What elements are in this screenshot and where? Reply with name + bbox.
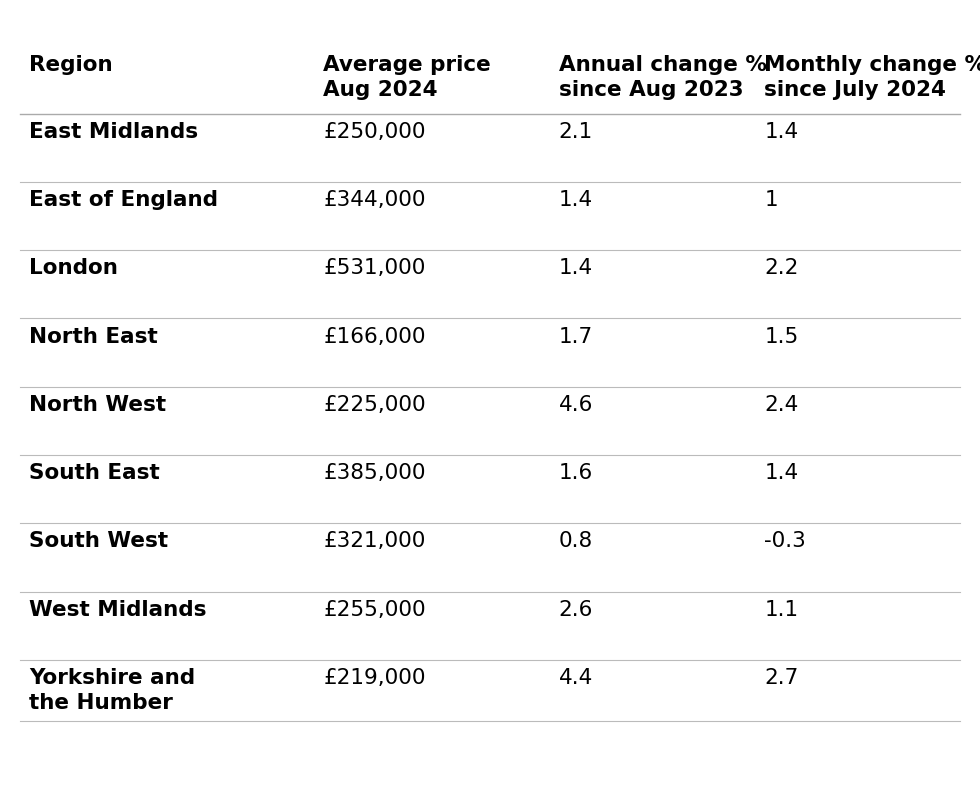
Text: East Midlands: East Midlands	[29, 122, 199, 141]
Text: 1.5: 1.5	[764, 327, 799, 346]
Text: 2.4: 2.4	[764, 395, 799, 414]
Text: South West: South West	[29, 531, 169, 551]
Text: 4.4: 4.4	[559, 668, 593, 688]
Text: 2.7: 2.7	[764, 668, 799, 688]
Text: £531,000: £531,000	[323, 258, 425, 278]
Text: 1.4: 1.4	[764, 122, 799, 141]
Text: London: London	[29, 258, 119, 278]
Text: 2.6: 2.6	[559, 600, 593, 619]
Text: 0.8: 0.8	[559, 531, 593, 551]
Text: East of England: East of England	[29, 190, 219, 210]
Text: 1.1: 1.1	[764, 600, 799, 619]
Text: £321,000: £321,000	[323, 531, 425, 551]
Text: 1.4: 1.4	[559, 258, 593, 278]
Text: £250,000: £250,000	[323, 122, 426, 141]
Text: Annual change %
since Aug 2023: Annual change % since Aug 2023	[559, 55, 766, 100]
Text: £385,000: £385,000	[323, 463, 426, 483]
Text: North West: North West	[29, 395, 167, 414]
Text: 1.4: 1.4	[764, 463, 799, 483]
Text: North East: North East	[29, 327, 158, 346]
Text: Average price
Aug 2024: Average price Aug 2024	[323, 55, 491, 100]
Text: 1.7: 1.7	[559, 327, 593, 346]
Text: 2.2: 2.2	[764, 258, 799, 278]
Text: £344,000: £344,000	[323, 190, 426, 210]
Text: £219,000: £219,000	[323, 668, 426, 688]
Text: £166,000: £166,000	[323, 327, 426, 346]
Text: -0.3: -0.3	[764, 531, 807, 551]
Text: 1.4: 1.4	[559, 190, 593, 210]
Text: Yorkshire and
the Humber: Yorkshire and the Humber	[29, 668, 196, 713]
Text: 2.1: 2.1	[559, 122, 593, 141]
Text: South East: South East	[29, 463, 160, 483]
Text: £255,000: £255,000	[323, 600, 426, 619]
Text: Region: Region	[29, 55, 113, 75]
Text: 1: 1	[764, 190, 778, 210]
Text: 1.6: 1.6	[559, 463, 593, 483]
Text: Monthly change %
since July 2024: Monthly change % since July 2024	[764, 55, 980, 100]
Text: West Midlands: West Midlands	[29, 600, 207, 619]
Text: 4.6: 4.6	[559, 395, 593, 414]
Text: £225,000: £225,000	[323, 395, 426, 414]
